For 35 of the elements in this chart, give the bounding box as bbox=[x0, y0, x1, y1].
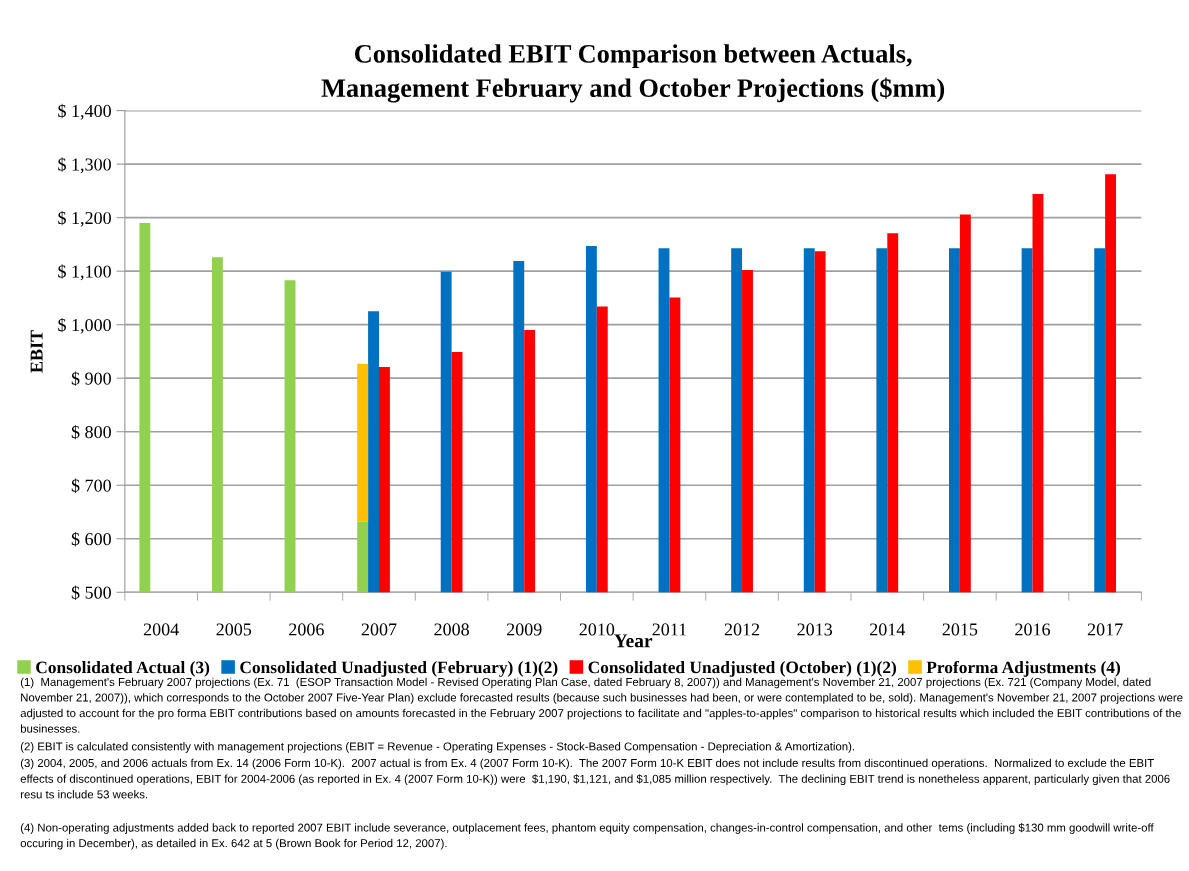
x-tick-label: 2009 bbox=[506, 623, 542, 636]
y-tick-label: $ 800 bbox=[71, 424, 111, 440]
y-tick-label: $ 1,200 bbox=[58, 210, 111, 227]
x-tick-label: 2011 bbox=[652, 623, 687, 636]
y-tick-label: $ 900 bbox=[71, 371, 111, 386]
y-tick-label: $ 700 bbox=[71, 478, 111, 493]
x-tick-label: 2013 bbox=[797, 623, 833, 636]
legend-label: Consolidated Actual (3) bbox=[36, 661, 210, 677]
y-axis-title: EBIT bbox=[30, 330, 43, 373]
text: (4) Non-operating adjustments added back to reported 2007 EBIT include severance, outplacement fees, phantom equity compensation, changes-in-control compensation, and other tems (including $130 mm goodwill write-off occuring in December), as detailed in Ex. 642 at 5 (Brown Book for Period 12, 2007). bbox=[20, 823, 1154, 850]
text: (3) 2004, 2005, and 2006 actuals from Ex. 14 (2006 Form 10-K). 2007 actual is from Ex. 4 (2007 Form 10-K). The 2007 Form 10-K EBIT does not include results from discontinued operations. Normalized to exclude the EBIT effects of discontinued operations, EBIT for 2004-2006 (as reported in Ex. 4 (2007 Form 10-K)) were $1,190, $1,121, and $1,085 million respectively. The declining EBIT trend is nonetheless apparent, particularly given that 2006 resu ts include 53 weeks. bbox=[20, 758, 1170, 799]
x-tick-label: 2008 bbox=[434, 623, 469, 636]
x-tick-label: 2010 bbox=[579, 623, 615, 636]
text: (1) Management's February 2007 projections (Ex. 71 (ESOP Transaction Model - Revised Operating Plan Case, dated February 8, 2007)) and Management's November 21, 2007 projections (Ex. 721 (Company Model, dated November 21, 2007)), which corresponds to the October 2007 Five-Year Plan) exclude forecasted results (because such businesses had been, or were contemplated to be, sold). Management's November 21, 2007 projections were adjusted to account for the pro forma EBIT contributions based on amounts forecasted in the February 2007 projections to facilitate and "apples-to-apples" comparison to historical results which included the EBIT contributions of the businesses. bbox=[20, 677, 1183, 733]
x-tick-label: 2004 bbox=[143, 623, 179, 636]
y-tick-label: $ 1,100 bbox=[58, 264, 111, 281]
legend-label: Proforma Adjustments (4) bbox=[926, 660, 1121, 677]
legend-label: Consolidated Unadjusted (February) (1)(2) bbox=[240, 661, 558, 677]
y-tick-label: $ 500 bbox=[71, 585, 111, 600]
chart-title: Consolidated EBIT Comparison between Actuals, Management February and October Projections ($mm) bbox=[321, 44, 945, 103]
x-tick-label: 2007 bbox=[361, 623, 397, 636]
x-tick-label: 2017 bbox=[1087, 623, 1123, 636]
x-tick-label: 2012 bbox=[724, 623, 760, 636]
x-tick-label: 2016 bbox=[1015, 623, 1051, 636]
legend-label: Consolidated Unadjusted (October) (1)(2) bbox=[588, 661, 897, 677]
x-tick-label: 2006 bbox=[289, 623, 324, 636]
y-tick-label: $ 1,400 bbox=[58, 103, 111, 120]
x-tick-label: 2005 bbox=[216, 623, 252, 636]
x-axis-title: Year bbox=[614, 634, 653, 648]
text: (2) EBIT is calculated consistently with management projections (EBIT = Revenue - Operating Expenses - Stock-Based Compensation - Depreciation & Amortization). bbox=[20, 742, 855, 753]
y-tick-label: $ 1,300 bbox=[58, 157, 111, 174]
y-tick-label: $ 600 bbox=[71, 531, 111, 547]
x-tick-label: 2014 bbox=[870, 623, 906, 636]
x-tick-label: 2015 bbox=[942, 623, 978, 636]
y-tick-label: $ 1,000 bbox=[58, 317, 111, 334]
